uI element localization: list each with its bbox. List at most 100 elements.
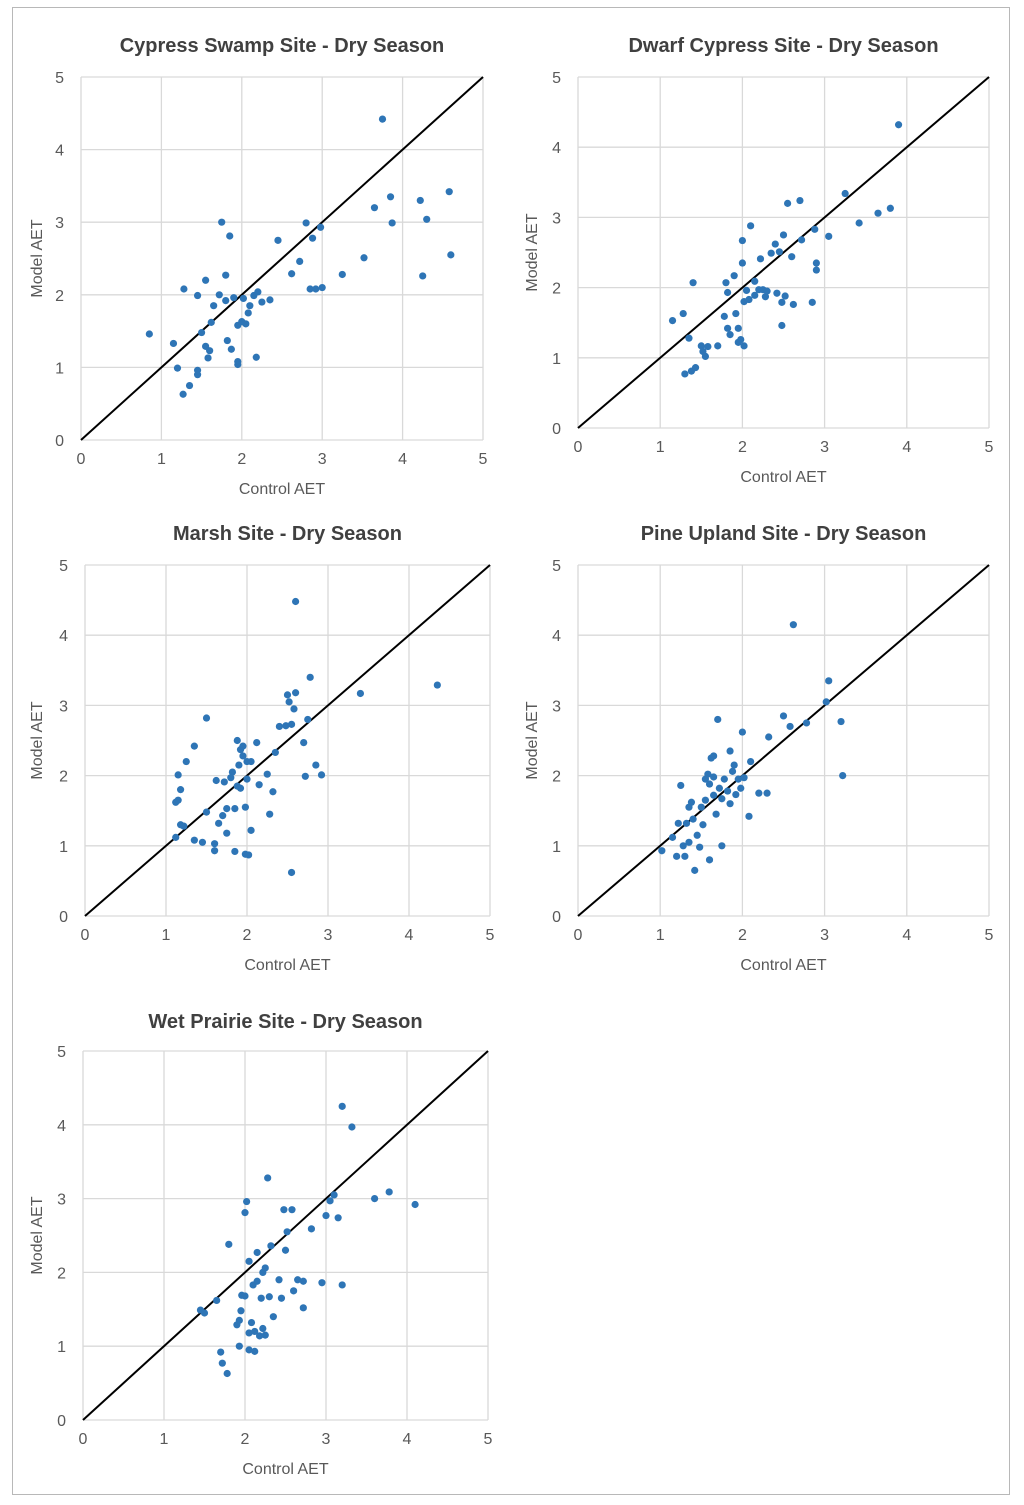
data-point	[275, 1276, 283, 1284]
scatter-plot: Marsh Site - Dry Season 0 1 2 3 4 5 0 1 2 3 4 5 Contr…	[29, 523, 495, 974]
data-point	[245, 851, 253, 859]
data-point	[360, 254, 368, 262]
data-point	[710, 791, 718, 799]
data-point	[705, 856, 714, 864]
data-point	[215, 819, 223, 827]
data-point	[837, 717, 845, 726]
data-point	[253, 1277, 261, 1285]
data-point	[742, 286, 751, 295]
data-point	[689, 815, 697, 823]
y-tick-label: 3	[55, 215, 64, 232]
data-point	[218, 1359, 226, 1367]
data-point	[237, 1307, 245, 1315]
data-point	[287, 720, 296, 728]
y-tick-label: 2	[552, 769, 561, 786]
data-point	[215, 291, 223, 299]
data-point	[245, 1257, 253, 1265]
data-point	[811, 225, 819, 233]
data-point	[779, 712, 788, 720]
data-point	[701, 796, 710, 804]
data-point	[239, 294, 248, 303]
x-tick-label: 4	[398, 451, 407, 468]
data-point	[180, 822, 188, 830]
data-point	[264, 1174, 272, 1182]
y-tick-label: 0	[55, 433, 64, 450]
data-point	[812, 259, 820, 267]
data-point	[693, 831, 701, 839]
data-point	[228, 768, 237, 776]
data-point	[210, 302, 218, 310]
data-point	[253, 1248, 261, 1257]
data-point	[318, 1279, 326, 1287]
data-point	[701, 352, 710, 360]
data-point	[411, 1200, 419, 1209]
data-point	[747, 757, 755, 766]
data-point	[755, 789, 763, 797]
data-point	[765, 733, 773, 741]
data-point	[730, 272, 738, 280]
chart-title: Cypress Swamp Site - Dry Season	[120, 35, 445, 57]
data-point	[734, 775, 742, 783]
data-point	[718, 795, 726, 803]
x-tick-label: 0	[574, 439, 583, 456]
data-point	[206, 347, 214, 355]
data-point	[180, 285, 188, 293]
data-point	[802, 719, 811, 727]
chart-cypress-swamp: Cypress Swamp Site - Dry Season 0 1 2 3 4 5 0 1 2…	[20, 30, 500, 510]
scatter-plot: Dwarf Cypress Site - Dry Season 0 1 2 3 4 5 0 1 2…	[524, 35, 994, 486]
data-point	[312, 761, 320, 769]
data-point	[447, 251, 455, 259]
x-tick-label: 1	[157, 451, 166, 468]
data-point	[312, 285, 320, 293]
data-point	[288, 270, 296, 278]
data-point	[306, 673, 314, 681]
data-point	[174, 796, 182, 804]
data-point	[301, 772, 309, 780]
x-axis-label: Control AET	[740, 469, 826, 486]
data-point	[825, 232, 833, 240]
data-point	[786, 722, 794, 731]
x-tick-label: 1	[656, 927, 665, 944]
data-point	[386, 193, 395, 201]
y-tick-label: 1	[552, 351, 561, 368]
data-point	[261, 1331, 269, 1339]
data-point	[233, 736, 241, 745]
data-point	[745, 295, 753, 304]
chart-dwarf-cypress: Dwarf Cypress Site - Dry Season 0 1 2 3 4 5 0 1 2…	[515, 30, 995, 500]
data-point	[266, 810, 274, 818]
data-point	[254, 288, 262, 296]
data-point	[243, 775, 251, 783]
data-point	[797, 236, 806, 244]
scatter-plot: Pine Upland Site - Dry Season 0 1 2 3 4 5 0 1 2 3 4…	[524, 523, 994, 974]
data-point	[778, 321, 786, 330]
y-tick-label: 4	[59, 628, 68, 645]
data-point	[247, 757, 255, 766]
data-point	[281, 1246, 290, 1254]
data-point	[241, 1292, 249, 1300]
data-point	[290, 1287, 298, 1295]
y-tick-label: 0	[57, 1413, 66, 1430]
data-point	[212, 776, 220, 785]
data-point	[789, 300, 797, 309]
data-point	[227, 345, 235, 353]
data-point	[788, 253, 796, 261]
y-tick-label: 0	[552, 421, 561, 438]
x-axis-label: Control AET	[242, 1461, 328, 1478]
data-point	[775, 248, 783, 256]
data-point	[737, 784, 745, 792]
chart-wet-prairie: Wet Prairie Site - Dry Season 0 1 2 3 4 5 0 1 2 3 4…	[20, 1006, 500, 1486]
y-axis-label: Model AET	[29, 701, 46, 779]
data-point	[784, 199, 792, 207]
data-point	[825, 677, 833, 685]
data-point	[179, 390, 187, 398]
data-point	[682, 819, 691, 827]
y-axis-label: Model AET	[524, 701, 541, 779]
y-tick-label: 2	[57, 1265, 66, 1282]
data-point	[338, 1281, 346, 1289]
x-tick-label: 0	[79, 1431, 88, 1448]
y-tick-label: 5	[59, 558, 68, 575]
data-point	[185, 381, 194, 390]
data-point	[696, 843, 704, 851]
data-point	[737, 335, 745, 344]
y-tick-label: 3	[552, 210, 561, 227]
